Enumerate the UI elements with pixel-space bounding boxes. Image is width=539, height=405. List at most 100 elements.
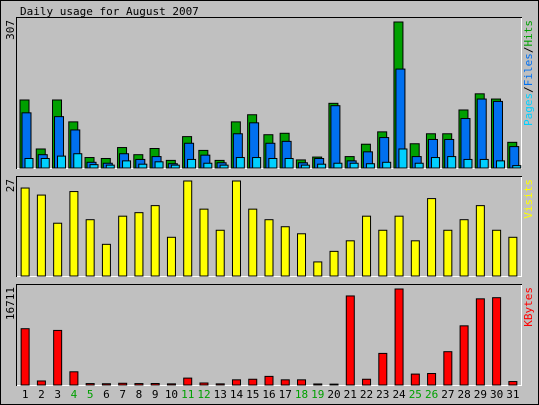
bar-pages-day-16: [268, 157, 278, 169]
bar-kbytes-day-19: [313, 383, 323, 386]
panel-kbytes: 16711 KBytes: [4, 284, 535, 386]
bar-visits-day-25: [410, 240, 420, 277]
bar-visits-day-12: [199, 208, 209, 277]
y-max-label: 16711: [4, 287, 17, 320]
bar-visits-day-6: [101, 243, 111, 277]
bar-pages-day-5: [89, 164, 99, 169]
bar-visits-day-5: [85, 219, 95, 277]
bar-visits-day-7: [118, 215, 128, 277]
x-tick-label-day-3: 3: [54, 388, 61, 401]
bar-pages-day-2: [40, 157, 50, 169]
bar-visits-day-23: [378, 229, 388, 277]
y-max-label: 307: [4, 20, 17, 40]
x-tick-label-day-14: 14: [230, 388, 244, 401]
x-tick-label-day-28: 28: [457, 388, 470, 401]
bar-kbytes-day-31: [508, 381, 518, 386]
bar-files-day-20: [330, 105, 341, 169]
x-tick-label-day-1: 1: [22, 388, 29, 401]
bar-pages-day-10: [170, 164, 180, 169]
x-tick-label-day-9: 9: [152, 388, 159, 401]
legend-entry: Files: [522, 53, 535, 86]
bar-pages-day-23: [382, 161, 392, 169]
bar-visits-day-16: [264, 219, 274, 277]
bar-kbytes-day-5: [85, 383, 95, 386]
bar-visits-day-4: [69, 191, 79, 277]
bar-visits-day-11: [183, 180, 193, 277]
bar-visits-day-18: [297, 233, 307, 277]
panel-hits-files-pages: 307 Pages/Files/Hits: [4, 17, 535, 169]
bar-pages-day-9: [154, 161, 164, 169]
x-tick-label-day-16: 16: [262, 388, 275, 401]
bar-visits-day-3: [53, 222, 63, 277]
bar-files-day-30: [492, 100, 503, 169]
bar-pages-day-18: [300, 164, 310, 169]
x-tick-label-day-30: 30: [490, 388, 503, 401]
x-tick-label-day-13: 13: [214, 388, 227, 401]
bar-visits-day-8: [134, 212, 144, 277]
bar-kbytes-day-17: [280, 379, 290, 386]
bar-pages-day-22: [365, 163, 375, 169]
bar-kbytes-day-6: [101, 383, 111, 386]
bar-visits-day-1: [20, 187, 30, 277]
bar-kbytes-day-26: [427, 373, 437, 386]
x-tick-label-day-8: 8: [136, 388, 143, 401]
panel-visits: 27 Visits: [4, 176, 535, 277]
legend-visits: Visits: [522, 179, 535, 219]
bar-pages-day-15: [252, 157, 262, 169]
x-tick-label-day-10: 10: [165, 388, 178, 401]
bar-visits-day-28: [459, 219, 469, 277]
x-tick-label-day-26: 26: [425, 388, 438, 401]
bar-pages-day-26: [430, 157, 440, 169]
bar-pages-day-29: [479, 158, 489, 169]
bar-kbytes-day-27: [443, 351, 453, 386]
x-tick-label-day-12: 12: [197, 388, 210, 401]
x-tick-label-day-17: 17: [279, 388, 292, 401]
bar-files-day-31: [509, 146, 520, 169]
bar-kbytes-day-11: [183, 377, 193, 386]
y-max-label: 27: [4, 179, 17, 192]
bar-visits-day-29: [475, 205, 485, 277]
bar-kbytes-day-1: [20, 328, 30, 386]
bar-pages-day-1: [24, 157, 34, 169]
bar-pages-day-17: [284, 157, 294, 169]
bar-pages-day-25: [414, 162, 424, 169]
bar-pages-day-7: [122, 160, 132, 169]
bar-pages-day-3: [57, 155, 67, 169]
bar-pages-day-8: [138, 163, 148, 169]
bar-pages-day-30: [495, 160, 505, 169]
bar-pages-day-20: [333, 162, 343, 169]
bar-kbytes-day-8: [134, 383, 144, 386]
bar-kbytes-day-10: [166, 383, 176, 386]
bar-kbytes-day-22: [362, 378, 372, 386]
bar-kbytes-day-9: [150, 383, 160, 386]
bar-kbytes-day-15: [248, 378, 258, 386]
bar-pages-day-31: [512, 165, 522, 169]
bar-kbytes-day-24: [394, 288, 404, 386]
x-axis-labels: 1 2 3 4 5 6 7 8 9 10 11 12 13 14 15 16 17 18 19 20 21 22 23 24 2…: [22, 388, 520, 401]
bar-kbytes-day-12: [199, 382, 209, 386]
legend-entry: Pages: [522, 93, 535, 126]
bar-pages-day-4: [73, 153, 83, 169]
bar-visits-day-26: [427, 198, 437, 277]
x-tick-label-day-5: 5: [87, 388, 94, 401]
bar-visits-day-14: [231, 180, 241, 277]
x-tick-label-day-20: 20: [327, 388, 340, 401]
bar-pages-day-19: [317, 163, 327, 169]
legend-hits-files-pages: Pages/Files/Hits: [522, 20, 535, 126]
bar-visits-day-31: [508, 236, 518, 277]
bar-visits-day-22: [362, 215, 372, 277]
bar-visits-day-30: [492, 229, 502, 277]
bar-pages-day-11: [187, 158, 197, 169]
x-tick-label-day-23: 23: [376, 388, 389, 401]
bar-pages-day-24: [398, 148, 408, 169]
x-tick-label-day-2: 2: [38, 388, 45, 401]
x-tick-label-day-4: 4: [71, 388, 78, 401]
bar-kbytes-day-13: [215, 383, 225, 386]
bar-kbytes-day-3: [53, 329, 63, 386]
panels-layer: 307 Pages/Files/Hits 27 Visits 16711 KBytes: [4, 17, 535, 386]
x-tick-label-day-11: 11: [181, 388, 194, 401]
bar-kbytes-day-4: [69, 371, 79, 386]
bar-kbytes-day-18: [297, 379, 307, 386]
